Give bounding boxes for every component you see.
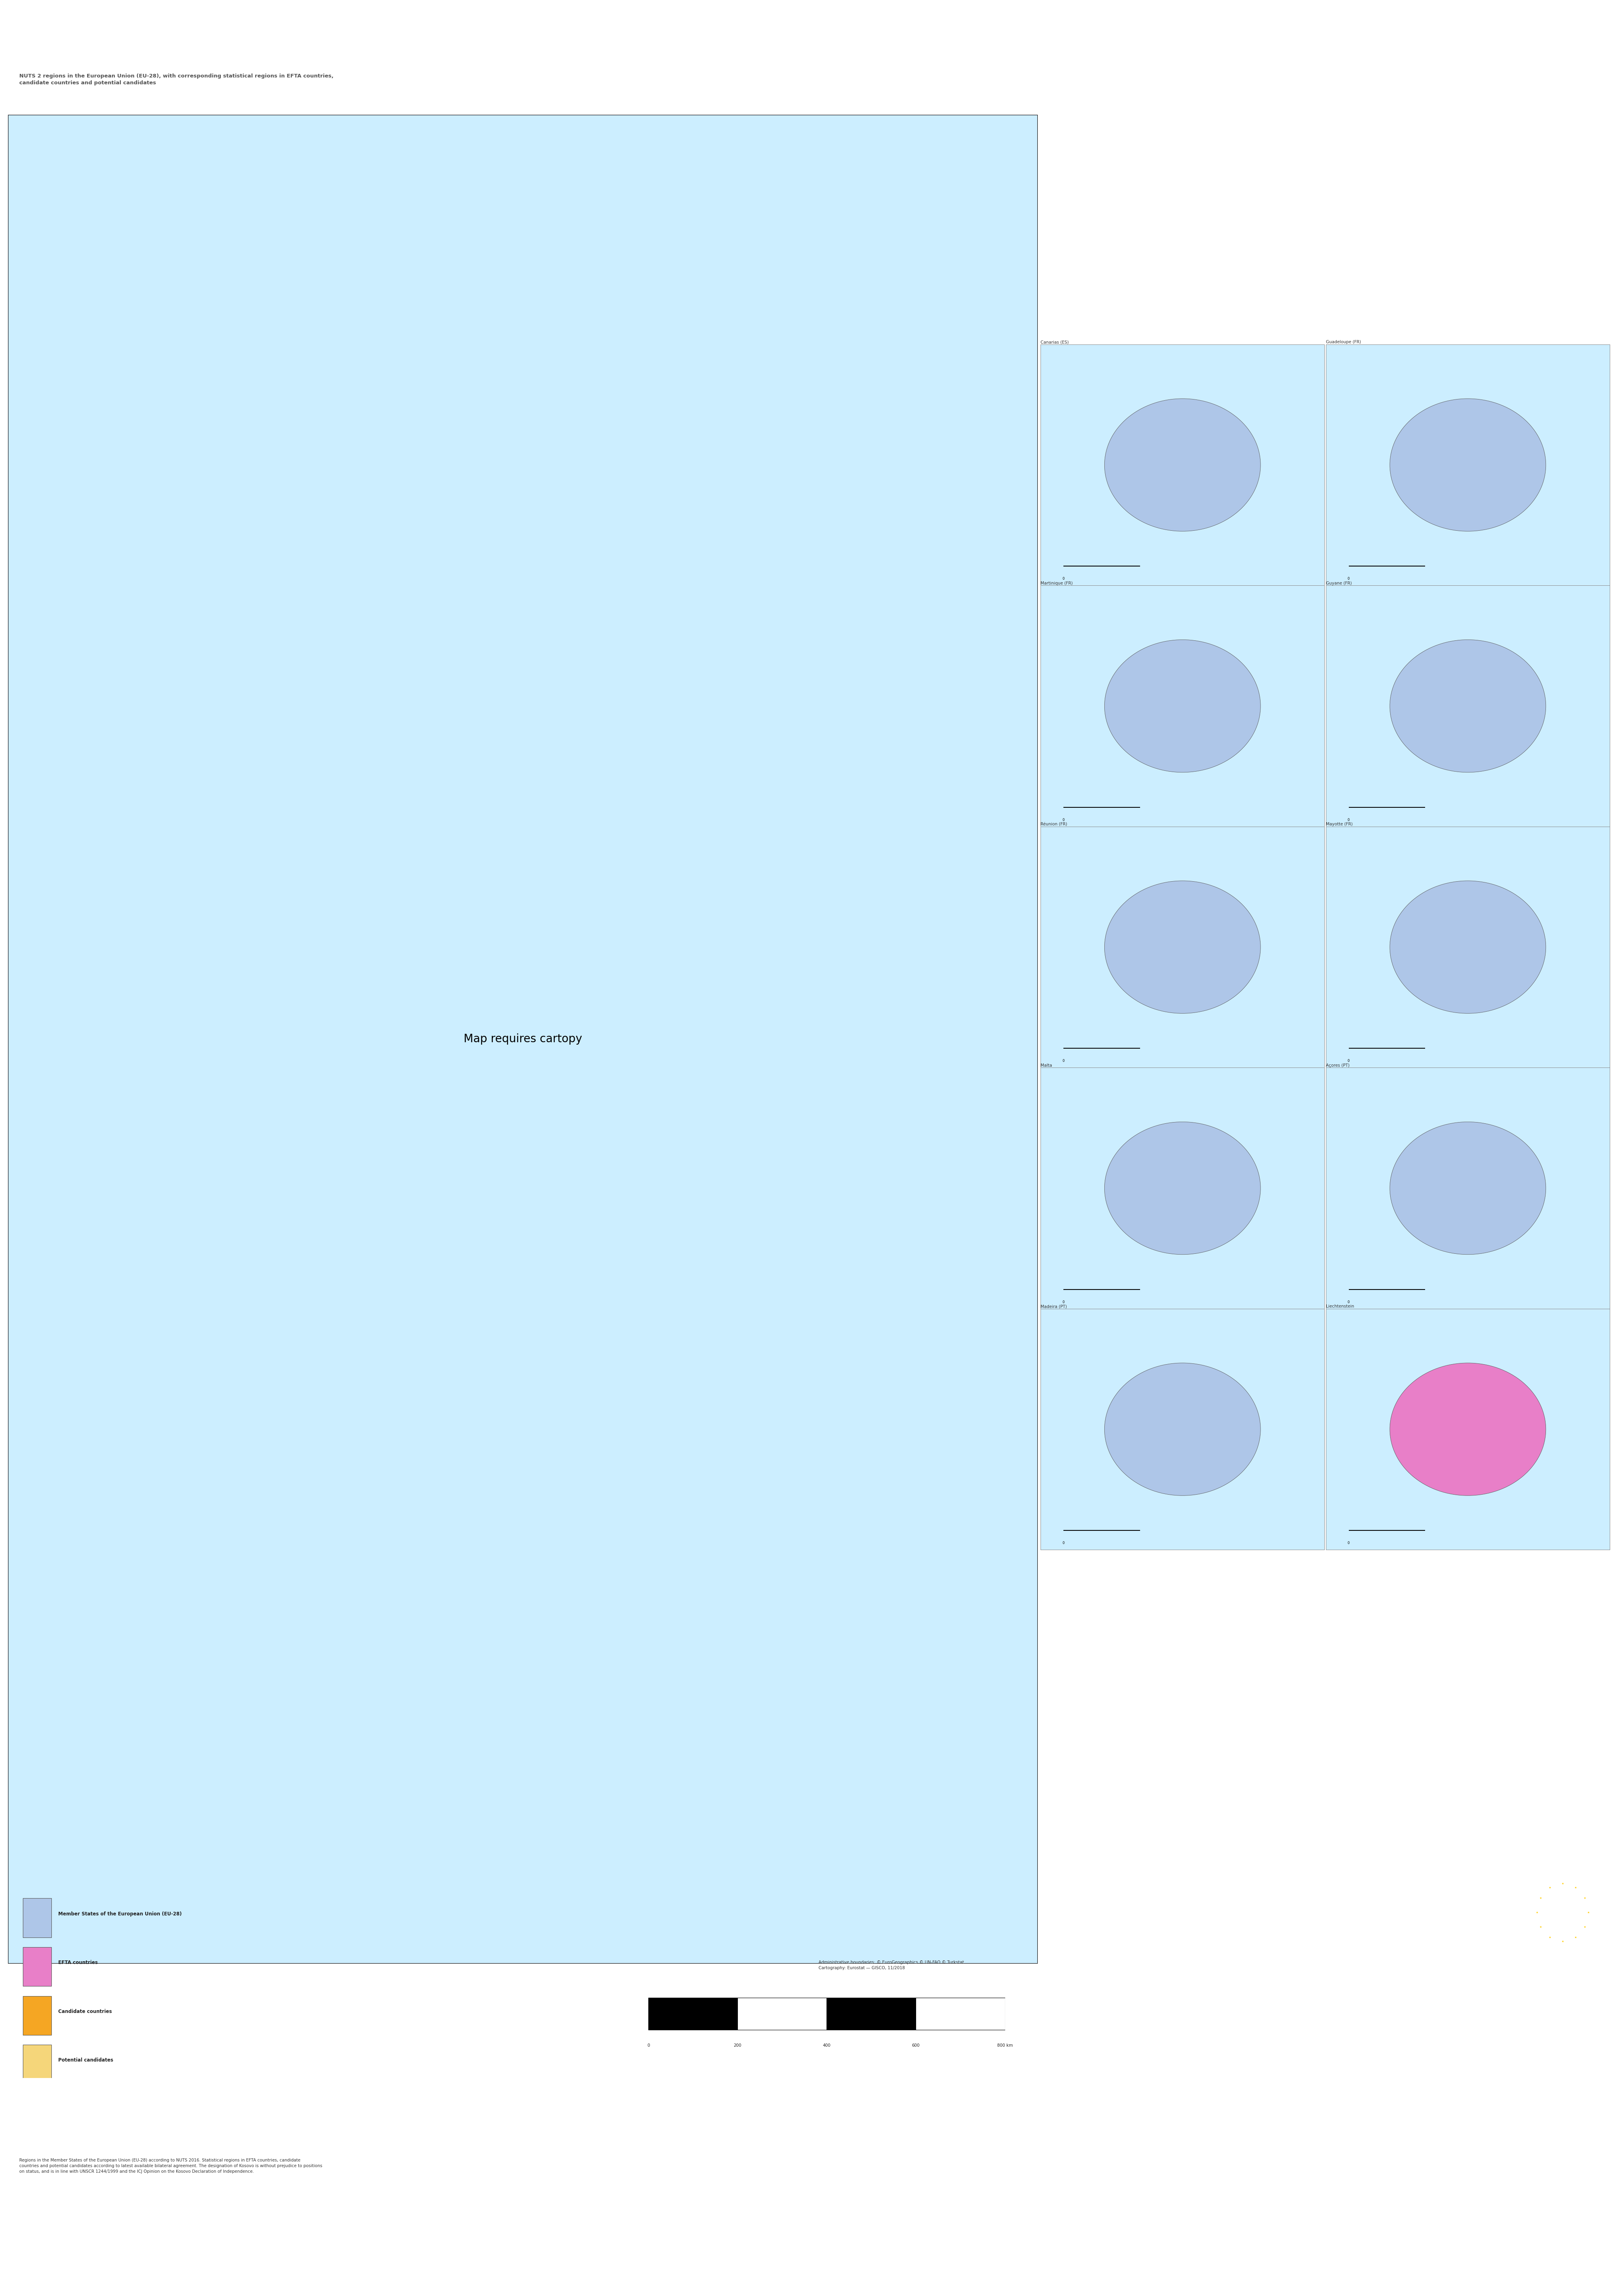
Bar	[916, 1998, 1005, 2030]
Text: eurostat: eurostat	[1418, 1910, 1448, 1915]
Bar	[648, 1998, 738, 2030]
Text: 0: 0	[1062, 576, 1065, 581]
Text: ★: ★	[1548, 1887, 1551, 1890]
Ellipse shape	[1389, 1364, 1546, 1495]
Text: EFTA countries: EFTA countries	[58, 1961, 97, 1965]
Text: Liechtenstein: Liechtenstein	[1326, 1304, 1354, 1309]
Text: 0: 0	[1347, 1058, 1350, 1063]
Text: Canarias (ES): Canarias (ES)	[1041, 340, 1068, 344]
Text: ★: ★	[1584, 1896, 1585, 1899]
Text: ★: ★	[1561, 1940, 1564, 1942]
Ellipse shape	[1104, 400, 1261, 530]
Bar	[23, 2046, 52, 2085]
Bar	[827, 1998, 916, 2030]
Text: Malta: Malta	[1041, 1063, 1052, 1068]
Text: Guyane (FR): Guyane (FR)	[1326, 581, 1352, 585]
Text: Martinique (FR): Martinique (FR)	[1041, 581, 1073, 585]
Ellipse shape	[1389, 1123, 1546, 1254]
Text: 0: 0	[1347, 817, 1350, 822]
Text: Mayotte (FR): Mayotte (FR)	[1326, 822, 1352, 827]
Text: Administrative boundaries: © EuroGeographics © UN-FAO © Turkstat
Cartography: Eu: Administrative boundaries: © EuroGeograp…	[819, 1961, 964, 1970]
Text: Guadeloupe (FR): Guadeloupe (FR)	[1326, 340, 1362, 344]
Bar	[738, 1998, 827, 2030]
Bar	[23, 1899, 52, 1938]
Text: 400: 400	[823, 2043, 830, 2048]
Text: ★: ★	[1540, 1896, 1542, 1899]
Text: ★: ★	[1535, 1910, 1538, 1915]
Bar	[23, 1947, 52, 1986]
Text: Regions in the Member States of the European Union (EU-28) according to NUTS 201: Regions in the Member States of the Euro…	[19, 2158, 323, 2174]
Text: ★: ★	[1561, 1883, 1564, 1885]
Text: Candidate countries: Candidate countries	[58, 2009, 112, 2014]
Text: 0: 0	[1347, 1300, 1350, 1304]
Ellipse shape	[1389, 641, 1546, 771]
Bar	[23, 1995, 52, 2034]
Text: 0: 0	[1062, 817, 1065, 822]
Text: 600: 600	[913, 2043, 919, 2048]
Text: 0: 0	[1347, 576, 1350, 581]
Text: ★: ★	[1574, 1936, 1577, 1938]
Text: ★: ★	[1574, 1887, 1577, 1890]
Ellipse shape	[1104, 1123, 1261, 1254]
Text: ★: ★	[1584, 1926, 1585, 1929]
Text: Madeira (PT): Madeira (PT)	[1041, 1304, 1067, 1309]
Text: 0: 0	[1062, 1541, 1065, 1545]
Ellipse shape	[1389, 882, 1546, 1013]
Text: Réunion (FR): Réunion (FR)	[1041, 822, 1067, 827]
Text: 0: 0	[1062, 1058, 1065, 1063]
Text: 800 km: 800 km	[997, 2043, 1013, 2048]
Text: 200: 200	[734, 2043, 741, 2048]
Text: ★: ★	[1587, 1910, 1590, 1915]
Text: Map requires cartopy: Map requires cartopy	[464, 1033, 582, 1045]
Ellipse shape	[1104, 641, 1261, 771]
Text: 0: 0	[1062, 1300, 1065, 1304]
Ellipse shape	[1389, 400, 1546, 530]
Text: 0: 0	[647, 2043, 650, 2048]
Ellipse shape	[1104, 1364, 1261, 1495]
Ellipse shape	[1104, 882, 1261, 1013]
Text: Potential candidates: Potential candidates	[58, 2057, 113, 2062]
Text: ★: ★	[1540, 1926, 1542, 1929]
Text: Member States of the European Union (EU-28): Member States of the European Union (EU-…	[58, 1910, 182, 1917]
Text: NUTS 2 regions in the European Union (EU-28), with corresponding statistical reg: NUTS 2 regions in the European Union (EU…	[19, 73, 334, 85]
Text: Açores (PT): Açores (PT)	[1326, 1063, 1350, 1068]
Text: 0: 0	[1347, 1541, 1350, 1545]
Text: ★: ★	[1548, 1936, 1551, 1938]
